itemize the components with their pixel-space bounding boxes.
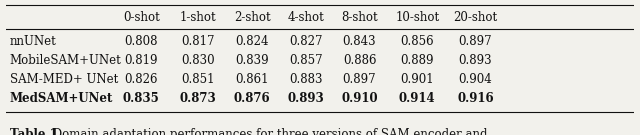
Text: 0.824: 0.824: [236, 35, 269, 48]
Text: 0.904: 0.904: [459, 73, 492, 86]
Text: 0.876: 0.876: [234, 92, 271, 105]
Text: nnUNet: nnUNet: [10, 35, 56, 48]
Text: 0.893: 0.893: [288, 92, 324, 105]
Text: 0.897: 0.897: [342, 73, 376, 86]
Text: 2-shot: 2-shot: [234, 11, 271, 24]
Text: 0.889: 0.889: [401, 54, 434, 67]
Text: 0.817: 0.817: [181, 35, 214, 48]
Text: 0.830: 0.830: [181, 54, 214, 67]
Text: 0.897: 0.897: [459, 35, 492, 48]
Text: MedSAM+UNet: MedSAM+UNet: [10, 92, 113, 105]
Text: 0.839: 0.839: [236, 54, 269, 67]
Text: 0.826: 0.826: [125, 73, 158, 86]
Text: 0.861: 0.861: [236, 73, 269, 86]
Text: MobileSAM+UNet: MobileSAM+UNet: [10, 54, 122, 67]
Text: 20-shot: 20-shot: [454, 11, 498, 24]
Text: SAM-MED+ UNet: SAM-MED+ UNet: [10, 73, 118, 86]
Text: 0.819: 0.819: [125, 54, 158, 67]
Text: 0.873: 0.873: [179, 92, 216, 105]
Text: 0.827: 0.827: [289, 35, 323, 48]
Text: 1-shot: 1-shot: [179, 11, 216, 24]
Text: Table 1.: Table 1.: [10, 128, 61, 135]
Text: 4-shot: 4-shot: [288, 11, 324, 24]
Text: 10-shot: 10-shot: [395, 11, 439, 24]
Text: Domain adaptation performances for three versions of SAM encoder and: Domain adaptation performances for three…: [49, 128, 488, 135]
Text: 0.914: 0.914: [399, 92, 436, 105]
Text: 0.901: 0.901: [401, 73, 434, 86]
Text: 8-shot: 8-shot: [341, 11, 378, 24]
Text: 0.893: 0.893: [459, 54, 492, 67]
Text: 0.857: 0.857: [289, 54, 323, 67]
Text: 0.835: 0.835: [123, 92, 159, 105]
Text: 0.851: 0.851: [181, 73, 214, 86]
Text: 0.808: 0.808: [125, 35, 158, 48]
Text: 0.886: 0.886: [343, 54, 376, 67]
Text: 0-shot: 0-shot: [123, 11, 159, 24]
Text: 0.856: 0.856: [401, 35, 434, 48]
Text: 0.883: 0.883: [289, 73, 323, 86]
Text: 0.910: 0.910: [341, 92, 378, 105]
Text: 0.843: 0.843: [342, 35, 376, 48]
Text: 0.916: 0.916: [457, 92, 494, 105]
